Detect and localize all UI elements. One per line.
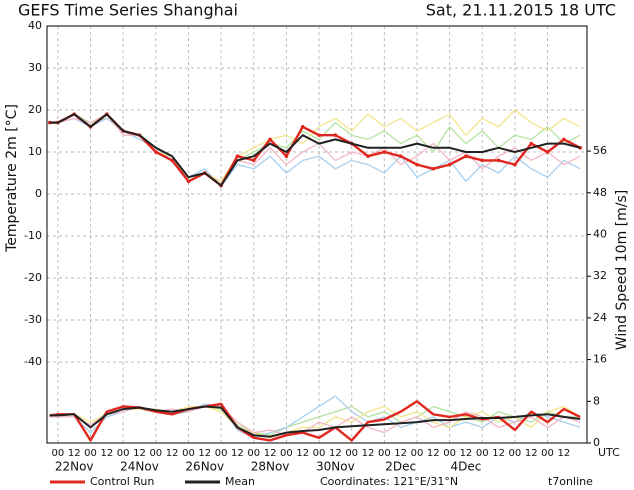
x-tick-label: 00 [541, 448, 554, 459]
x-tick-label: 12 [296, 448, 309, 459]
x-tick-label: 12 [68, 448, 81, 459]
control-point [300, 124, 305, 129]
y-tick-label: 30 [28, 61, 42, 74]
date-label: 2Dec [385, 460, 416, 474]
date-label: 4Dec [451, 460, 482, 474]
date-label: 22Nov [55, 460, 94, 474]
y-tick-label: 0 [35, 187, 42, 200]
control-point [170, 158, 174, 163]
control-point [415, 162, 419, 167]
control-point [382, 150, 387, 154]
plot-frame [46, 25, 588, 444]
y2-tick-label: 48 [593, 186, 607, 199]
x-tick-label: 00 [215, 448, 228, 459]
x-tick-label: 12 [460, 448, 473, 459]
control-point [529, 141, 534, 146]
date-label: 26Nov [185, 460, 224, 474]
x-tick-label: 12 [166, 448, 179, 459]
chart-title: GEFS Time Series Shanghai [18, 1, 238, 20]
control-point [496, 158, 501, 163]
y2-tick-label: 8 [593, 394, 600, 407]
date-label: 24Nov [120, 460, 159, 474]
x-tick-label: 00 [378, 448, 391, 459]
wind-line [49, 405, 581, 438]
control-point [186, 179, 191, 184]
control-point [268, 137, 272, 142]
x-tick-label: 00 [52, 448, 65, 459]
control-point [545, 150, 550, 154]
legend-label: Mean [225, 475, 255, 488]
control-point [251, 158, 256, 163]
x-tick-label: 00 [509, 448, 522, 459]
x-tick-label: 00 [443, 448, 456, 459]
date-label: 28Nov [251, 460, 290, 474]
x-tick-label: 00 [182, 448, 195, 459]
x-tick-label: 12 [558, 448, 571, 459]
x-tick-label: 00 [84, 448, 97, 459]
y-axis-label: Temperature 2m [°C] [4, 104, 20, 253]
legend-label: Control Run [90, 475, 154, 488]
x-tick-label: 00 [345, 448, 358, 459]
x-tick-label: 12 [427, 448, 440, 459]
coordinates: Coordinates: 121°E/31°N [320, 475, 458, 488]
x-tick-label: 00 [280, 448, 293, 459]
y-tick-label: -40 [24, 355, 42, 368]
control-point [333, 133, 338, 137]
y-tick-label: 10 [28, 145, 42, 158]
x-tick-label: 12 [133, 448, 146, 459]
x-unit-label: UTC [598, 446, 620, 459]
x-tick-label: 12 [525, 448, 538, 459]
control-point [284, 154, 289, 158]
y-tick-label: -10 [24, 229, 42, 242]
control-point [480, 158, 485, 163]
y-tick-label: 40 [28, 19, 42, 32]
x-tick-label: 12 [329, 448, 342, 459]
control-point [398, 154, 403, 158]
x-tick-label: 12 [198, 448, 211, 459]
x-tick-label: 12 [231, 448, 244, 459]
run-label: Sat, 21.11.2015 18 UTC [426, 1, 616, 20]
y2-tick-label: 40 [593, 228, 607, 241]
x-tick-label: 00 [117, 448, 130, 459]
x-tick-label: 00 [313, 448, 326, 459]
y2-tick-label: 16 [593, 353, 607, 366]
y-tick-label: 20 [28, 103, 42, 116]
member-temperature-line [49, 113, 581, 187]
control-point [366, 154, 370, 158]
x-tick-label: 12 [394, 448, 407, 459]
y2-tick-label: 56 [593, 144, 607, 157]
x-tick-label: 12 [362, 448, 375, 459]
source: t7online [548, 475, 593, 488]
date-label: 30Nov [316, 460, 355, 474]
y2-axis-label: Wind Speed 10m [m/s] [614, 190, 630, 350]
temperature-line [49, 113, 581, 187]
x-tick-label: 12 [492, 448, 505, 459]
control-point [154, 150, 158, 154]
y-tick-label: -20 [24, 271, 42, 284]
control-point [464, 154, 468, 158]
x-tick-label: 00 [247, 448, 260, 459]
x-tick-label: 00 [476, 448, 489, 459]
x-tick-label: 00 [149, 448, 162, 459]
x-tick-label: 12 [264, 448, 277, 459]
control-point [562, 137, 566, 142]
x-tick-label: 00 [411, 448, 424, 459]
control-point [431, 166, 436, 171]
y2-tick-label: 0 [593, 436, 600, 449]
y-tick-label: -30 [24, 313, 42, 326]
control-point [317, 133, 321, 137]
y2-tick-label: 32 [593, 269, 607, 282]
control-point [235, 154, 240, 158]
control-point [513, 162, 517, 167]
control-point [447, 162, 452, 167]
y2-tick-label: 24 [593, 311, 607, 324]
x-tick-label: 12 [100, 448, 113, 459]
